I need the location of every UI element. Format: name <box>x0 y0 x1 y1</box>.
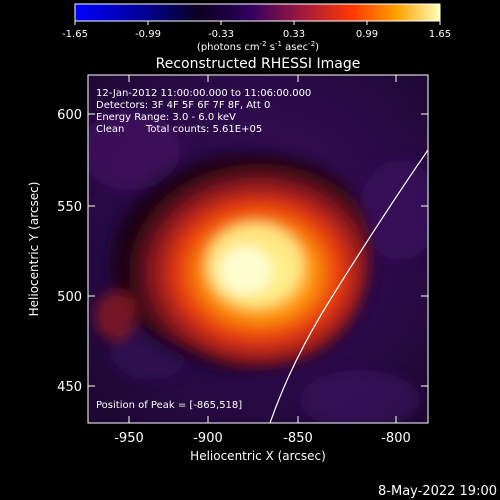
y-axis-ticks <box>88 113 428 387</box>
colorbar-tick-label: -1.65 <box>62 29 88 40</box>
total-counts: Total counts: 5.61E+05 <box>145 124 262 135</box>
colorbar-ticks <box>74 21 441 25</box>
energy-range: Energy Range: 3.0 - 6.0 keV <box>96 112 236 123</box>
y-tick-label: 550 <box>57 200 82 215</box>
y-tick-label: 500 <box>57 290 82 305</box>
colorbar-tick-label: -0.33 <box>208 29 234 40</box>
x-tick-label: -800 <box>381 431 411 446</box>
plot-frame <box>87 74 429 424</box>
y-axis-label: Heliocentric Y (arcsec) <box>27 182 41 317</box>
x-tick-label: -900 <box>193 431 223 446</box>
colorbar-tick-label: -0.99 <box>135 29 161 40</box>
colorbar-unit: (photons cm-2 s-1 asec-2) <box>197 40 319 53</box>
colorbar-tick-label: 0.99 <box>356 29 378 40</box>
colorbar-tick-label: 0.33 <box>283 29 305 40</box>
image-area <box>88 75 428 423</box>
x-tick-label: -850 <box>283 431 313 446</box>
y-tick-label: 600 <box>57 108 82 123</box>
x-axis-ticks <box>128 75 397 423</box>
colorbar-tick-label: 1.65 <box>429 29 451 40</box>
x-tick-label: -950 <box>114 431 144 446</box>
plot-title: Reconstructed RHESSI Image <box>156 56 361 72</box>
y-tick-label: 450 <box>57 380 82 395</box>
clean-label: Clean <box>96 124 124 135</box>
info-block: 12-Jan-2012 11:00:00.000 to 11:06:00.000… <box>96 88 311 411</box>
solar-limb-line <box>269 149 428 423</box>
timestamp: 8-May-2022 19:00 <box>378 484 497 499</box>
colorbar <box>74 3 441 22</box>
x-axis-label: Heliocentric X (arcsec) <box>190 449 326 463</box>
detectors: Detectors: 3F 4F 5F 6F 7F 8F, Att 0 <box>96 100 270 111</box>
xray-source <box>94 156 371 367</box>
peak-position: Position of Peak = [-865,518] <box>96 400 242 411</box>
time-range: 12-Jan-2012 11:00:00.000 to 11:06:00.000 <box>96 88 311 99</box>
